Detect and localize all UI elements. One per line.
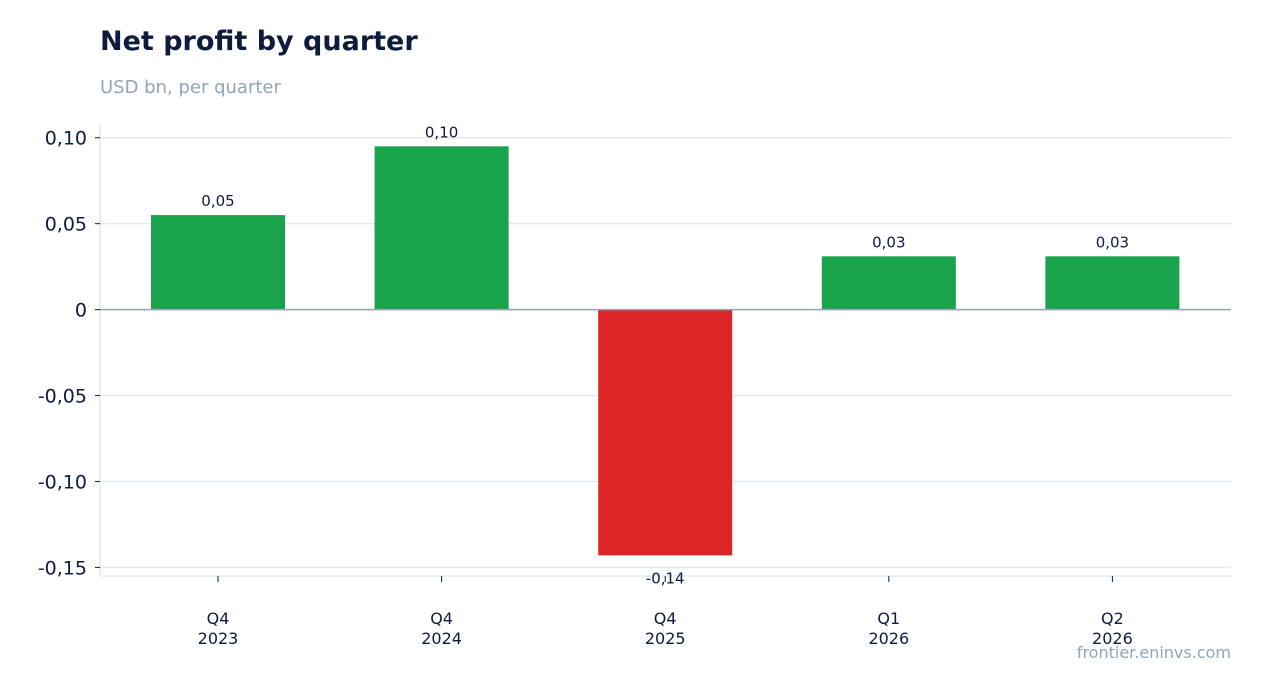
x-tick-label: Q2 2026 <box>1092 609 1133 648</box>
y-tick-label: -0,05 <box>38 386 87 408</box>
bar <box>821 256 956 310</box>
axes <box>95 124 1231 582</box>
bar <box>374 146 509 310</box>
y-tick-label: -0,15 <box>38 557 87 579</box>
x-tick-label: Q1 2026 <box>868 609 909 648</box>
data-label: 0,10 <box>425 123 458 141</box>
grid-lines <box>100 136 1231 569</box>
y-tick-label: 0,10 <box>45 128 87 150</box>
x-tick-label: Q4 2023 <box>198 609 239 648</box>
data-label: 0,05 <box>201 192 234 210</box>
chart-subtitle: USD bn, per quarter <box>100 77 281 98</box>
x-tick-label: Q4 2024 <box>421 609 462 648</box>
bar <box>151 215 285 310</box>
bars <box>151 146 1180 556</box>
data-label: 0,03 <box>1096 233 1129 251</box>
labels: 0,10 0,05 0 -0,05 -0,10 -0,15 0,05 Q4 2023 0,10 Q4… <box>38 123 1133 648</box>
source-credit: frontier.eninvs.com <box>1076 643 1231 662</box>
x-tick-label: Q4 2025 <box>645 609 686 648</box>
y-tick-label: 0 <box>75 300 87 322</box>
bar <box>598 309 733 556</box>
y-tick-label: -0,10 <box>38 471 87 493</box>
chart-title: Net profit by quarter <box>100 26 418 57</box>
data-label: 0,03 <box>872 233 905 251</box>
bar <box>1045 256 1180 310</box>
data-label: -0,14 <box>646 569 685 587</box>
y-tick-label: 0,05 <box>45 214 87 236</box>
